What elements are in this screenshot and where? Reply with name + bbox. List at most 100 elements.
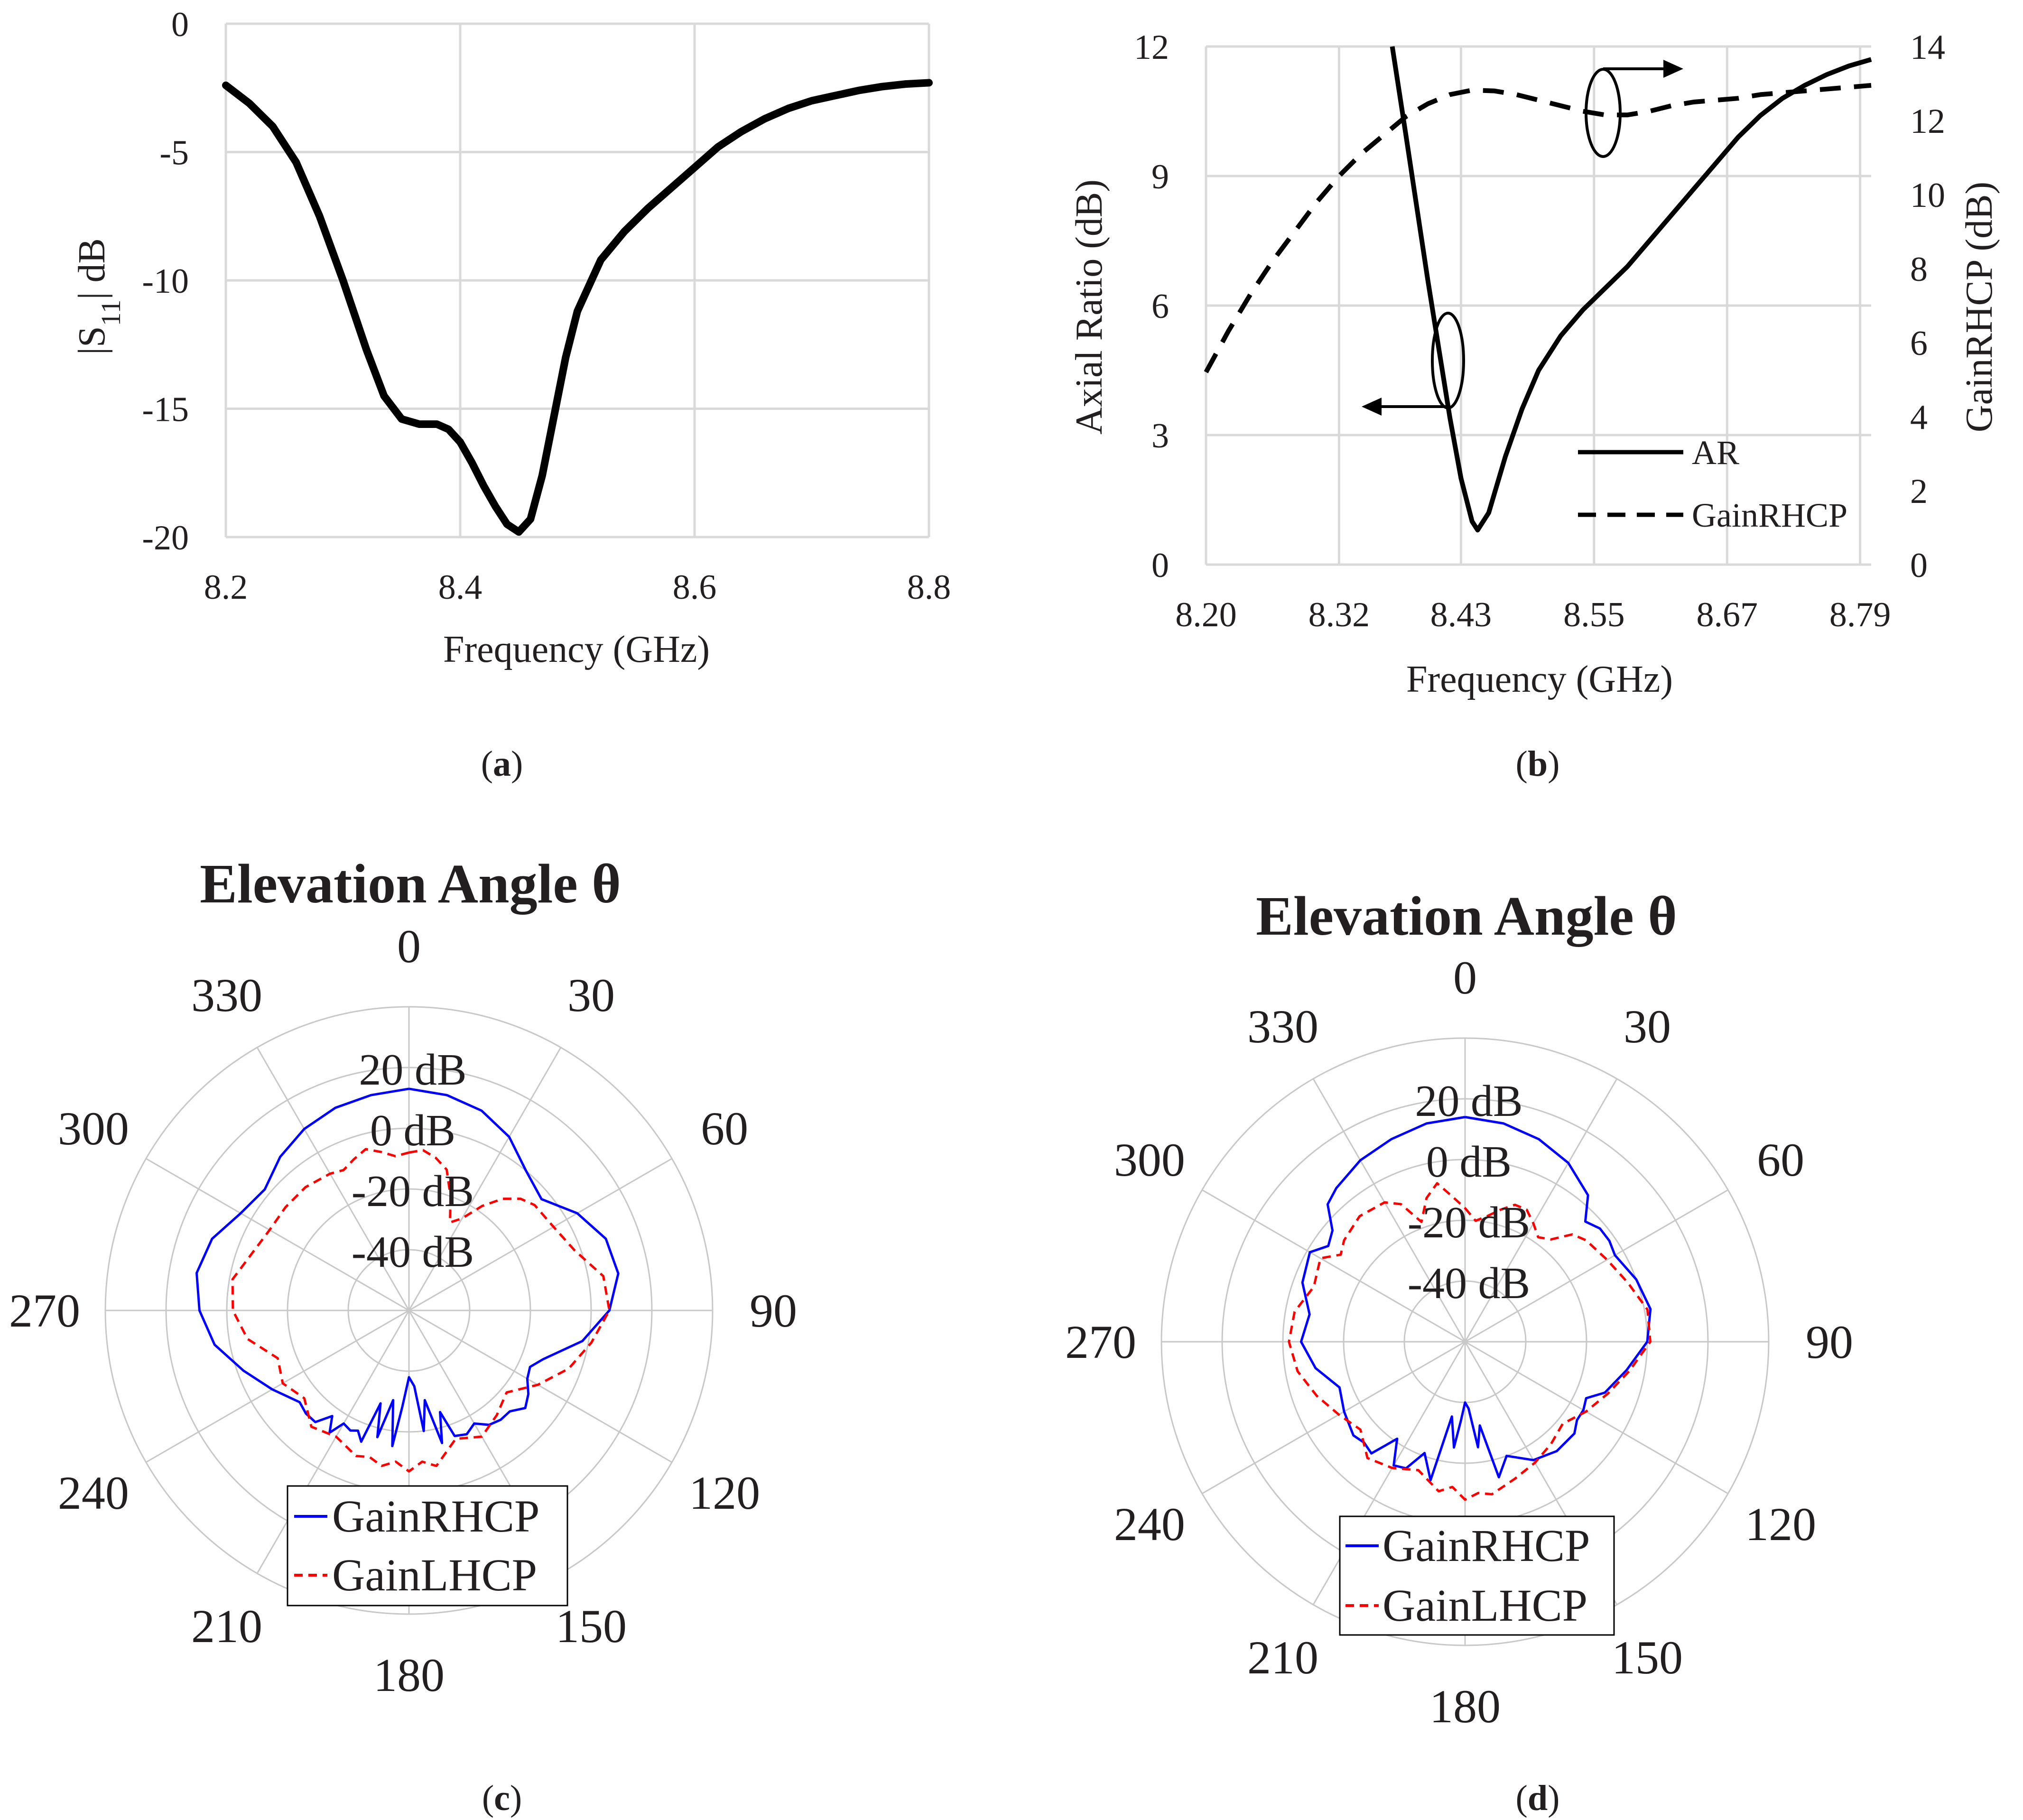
c-angle-label: 30 [567, 969, 615, 1021]
d-ring-label: -40 dB [1408, 1259, 1531, 1308]
d-angle-label: 90 [1806, 1316, 1853, 1368]
b-ar-arrow-head [1362, 398, 1382, 416]
d-spoke-330 [1312, 1078, 1466, 1342]
d-caption-letter: d [1528, 1778, 1548, 1818]
a-caption: (a) [481, 744, 523, 784]
d-series-line-gainrhcp [1299, 1115, 1652, 1482]
c-ring-label: 0 dB [370, 1106, 455, 1155]
a-x-tick-label: 8.6 [673, 568, 717, 607]
b-right-y-tick-label: 0 [1910, 546, 1928, 585]
d-legend: GainRHCP GainLHCP [1339, 1515, 1615, 1636]
b-legend-gain-label: GainRHCP [1692, 496, 1847, 534]
a-ylabel-subscript: 11 [95, 300, 126, 326]
d-angle-label: 240 [1114, 1498, 1185, 1551]
c-ring-labels: 20 dB 0 dB -20 dB -40 dB [352, 1045, 474, 1277]
d-spoke-60 [1465, 1189, 1729, 1343]
c-angle-label: 120 [689, 1467, 760, 1519]
a-x-tick-label: 8.2 [204, 568, 248, 607]
a-y-axis-title: |S11| dB [71, 238, 126, 355]
c-angle-label: 150 [556, 1600, 627, 1653]
d-ring-label: 20 dB [1415, 1077, 1522, 1126]
c-angle-label: 270 [9, 1284, 80, 1337]
a-x-tick-label: 8.8 [907, 568, 951, 607]
a-x-axis-title: Frequency (GHz) [443, 629, 710, 670]
a-y-tick-label: 0 [171, 5, 189, 44]
c-spoke-210 [256, 1310, 410, 1574]
b-left-y-tick-label: 3 [1151, 417, 1169, 455]
d-angle-label: 300 [1114, 1133, 1185, 1186]
c-caption: (c) [482, 1778, 522, 1818]
b-series-line-gainrhcp [1204, 83, 1872, 373]
b-right-y-tick-labels: 0 2 4 6 8 10 12 14 [1910, 28, 1945, 585]
b-annotations [1362, 60, 1683, 416]
d-ring-label: -20 dB [1408, 1198, 1531, 1247]
d-angle-label: 60 [1757, 1133, 1804, 1186]
b-x-axis-title: Frequency (GHz) [1406, 659, 1673, 700]
c-angle-label: 0 [397, 920, 421, 973]
d-angle-label: 330 [1247, 1000, 1318, 1053]
c-spoke-60 [408, 1158, 673, 1311]
d-spoke-210 [1312, 1341, 1466, 1606]
c-legend-box [287, 1485, 568, 1606]
d-angle-label: 30 [1624, 1000, 1671, 1053]
a-x-tick-label: 8.4 [438, 568, 483, 607]
c-angle-label: 90 [750, 1284, 797, 1337]
d-series-line-gainlhcp [1288, 1182, 1652, 1501]
a-y-tick-labels: 0 -5 -10 -15 -20 [142, 5, 189, 557]
a-x-tick-labels: 8.2 8.4 8.6 8.8 [204, 568, 951, 607]
d-title: Elevation Angle θ [1256, 885, 1677, 947]
c-ring-label: -40 dB [352, 1227, 474, 1277]
b-x-tick-label: 8.43 [1430, 595, 1492, 634]
b-x-tick-label: 8.20 [1175, 595, 1237, 634]
b-gain-arrow-head [1663, 60, 1683, 78]
c-spoke-240 [145, 1309, 409, 1463]
b-x-tick-label: 8.79 [1829, 595, 1891, 634]
d-angle-label: 180 [1429, 1680, 1501, 1733]
b-x-tick-label: 8.55 [1563, 595, 1625, 634]
b-right-y-tick-label: 6 [1910, 324, 1928, 363]
a-lines [222, 79, 933, 536]
b-right-y-tick-label: 8 [1910, 250, 1928, 289]
d-angle-label: 210 [1247, 1631, 1318, 1684]
a-y-tick-label: -15 [142, 390, 189, 429]
b-left-y-tick-label: 9 [1151, 158, 1169, 196]
c-angle-labels: 0 30 60 90 120 150 180 210 240 270 300 330 [9, 920, 797, 1701]
d-legend-rhcp-label: GainRHCP [1383, 1520, 1590, 1571]
d-ring-label: 0 dB [1426, 1137, 1512, 1187]
d-angle-label: 0 [1453, 951, 1477, 1004]
b-x-tick-label: 8.67 [1696, 595, 1758, 634]
c-angle-label: 180 [373, 1649, 445, 1701]
panel-a-s11-chart: 0 -5 -10 -15 -20 8.2 8.4 8.6 8.8 Frequency (GHz… [71, 5, 951, 784]
b-x-tick-label: 8.32 [1308, 595, 1370, 634]
b-left-y-tick-label: 0 [1151, 546, 1169, 585]
c-angle-label: 60 [701, 1102, 748, 1155]
d-caption: (d) [1516, 1778, 1560, 1818]
a-caption-letter: a [493, 744, 511, 784]
d-legend-lhcp-label: GainLHCP [1383, 1580, 1587, 1631]
b-caption-letter: b [1528, 744, 1548, 784]
c-legend-lhcp-label: GainLHCP [332, 1550, 537, 1600]
c-legend-rhcp-label: GainRHCP [332, 1491, 539, 1541]
panel-d-polar-chart: Elevation Angle θ 20 dB0 dB-20 dB-40 dB … [1065, 885, 1853, 1818]
b-legend-ar-label: AR [1692, 434, 1739, 472]
panel-c-polar-chart: Elevation Angle θ 20 dB0 dB-20 dB-40 dB … [9, 853, 797, 1818]
b-left-y-axis-title: Axial Ratio (dB) [1068, 179, 1110, 435]
b-x-tick-labels: 8.20 8.32 8.43 8.55 8.67 8.79 [1175, 595, 1891, 634]
d-angle-label: 120 [1745, 1498, 1816, 1551]
c-ring-label: 20 dB [359, 1045, 466, 1095]
c-polar-lines [195, 1087, 620, 1473]
b-left-y-tick-labels: 0 3 6 9 12 [1134, 28, 1169, 585]
c-ring-label: -20 dB [352, 1167, 474, 1216]
d-angle-labels: 0 30 60 90 120 150 180 210 240 270 300 330 [1065, 951, 1853, 1733]
d-ring-labels: 20 dB 0 dB -20 dB -40 dB [1408, 1077, 1531, 1308]
c-spoke-120 [408, 1309, 673, 1463]
c-spoke-330 [256, 1047, 410, 1311]
c-series-line-gainrhcp [195, 1087, 620, 1448]
d-spoke-120 [1465, 1341, 1729, 1495]
c-caption-letter: c [494, 1778, 510, 1818]
c-angle-label: 210 [191, 1600, 262, 1653]
b-right-y-tick-label: 4 [1910, 398, 1928, 437]
b-right-y-axis-title: GainRHCP (dB) [1958, 182, 2000, 432]
d-polar-lines [1288, 1115, 1652, 1501]
